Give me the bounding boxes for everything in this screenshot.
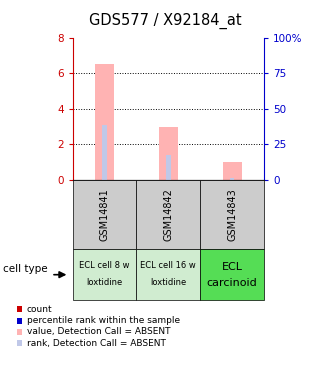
Bar: [222, 162, 242, 180]
Text: ECL cell 16 w: ECL cell 16 w: [141, 261, 196, 270]
Text: GSM14841: GSM14841: [100, 188, 110, 241]
Text: ECL: ECL: [222, 262, 243, 272]
Bar: [159, 127, 178, 180]
Text: GDS577 / X92184_at: GDS577 / X92184_at: [89, 13, 241, 29]
Text: loxtidine: loxtidine: [150, 278, 186, 286]
Bar: [230, 178, 234, 180]
Text: loxtidine: loxtidine: [86, 278, 123, 286]
Text: GSM14842: GSM14842: [163, 188, 173, 241]
Text: rank, Detection Call = ABSENT: rank, Detection Call = ABSENT: [27, 339, 166, 348]
Text: count: count: [27, 305, 52, 314]
Bar: [102, 125, 107, 180]
Text: percentile rank within the sample: percentile rank within the sample: [27, 316, 180, 325]
Text: GSM14843: GSM14843: [227, 188, 237, 241]
Bar: [166, 155, 171, 180]
Text: ECL cell 8 w: ECL cell 8 w: [79, 261, 130, 270]
Text: cell type: cell type: [3, 264, 48, 274]
Bar: [95, 64, 114, 180]
Text: carcinoid: carcinoid: [207, 278, 257, 288]
Text: value, Detection Call = ABSENT: value, Detection Call = ABSENT: [27, 327, 170, 336]
